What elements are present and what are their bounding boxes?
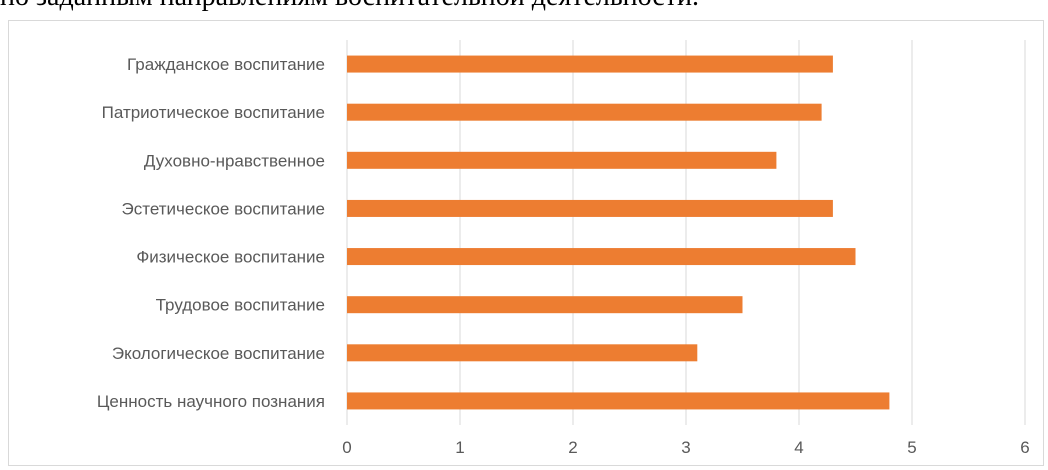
category-label: Физическое воспитание — [136, 248, 325, 267]
bar — [347, 248, 856, 266]
category-labels: Гражданское воспитание Патриотическое вос… — [97, 55, 325, 411]
bar — [347, 392, 890, 410]
category-label: Экологическое воспитание — [112, 344, 325, 363]
bar — [347, 151, 777, 169]
x-tick-label: 0 — [342, 438, 351, 457]
category-label: Патриотическое воспитание — [102, 103, 325, 122]
category-label: Духовно-нравственное — [144, 151, 325, 170]
category-label: Эстетическое воспитание — [122, 199, 325, 218]
bars — [347, 55, 890, 410]
x-tick-label: 3 — [681, 438, 690, 457]
bar — [347, 55, 833, 73]
x-tick-label: 1 — [455, 438, 464, 457]
category-label: Трудовое воспитание — [156, 296, 325, 315]
bar — [347, 296, 743, 314]
page-heading-fragment: по заданным направлениям воспитательной … — [0, 0, 699, 13]
chart-area — [8, 20, 1044, 466]
x-tick-label: 5 — [907, 438, 916, 457]
bar — [347, 199, 833, 217]
x-tick-label: 6 — [1020, 438, 1029, 457]
category-label: Гражданское воспитание — [127, 55, 325, 74]
bar — [347, 344, 698, 362]
category-label: Ценность научного познания — [97, 392, 325, 411]
x-tick-label: 4 — [794, 438, 803, 457]
x-axis-tick-labels: 0 1 2 3 4 5 6 — [342, 438, 1029, 457]
bar — [347, 103, 822, 121]
x-tick-label: 2 — [568, 438, 577, 457]
gridlines — [346, 40, 1026, 425]
